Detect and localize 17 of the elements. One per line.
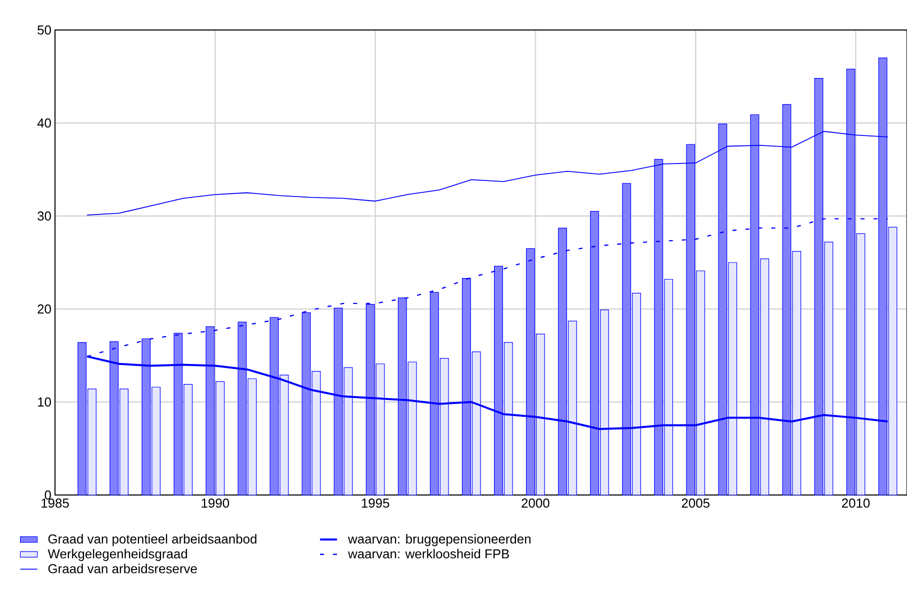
x-tick-label: 2010 [842,498,870,508]
x-tick-label: 1990 [202,498,230,508]
y-tick-label: 20 [38,304,51,314]
legend-label: waarvan: werkloosheid FPB [348,548,509,558]
y-tick-label: 40 [37,118,51,128]
x-tick-label: 1985 [42,498,69,508]
y-tick-label: 10 [38,397,51,407]
x-tick-label: 2005 [682,498,710,508]
x-tick-label: 2000 [522,498,550,508]
y-tick-label: 30 [38,211,51,221]
legend-label: Graad van arbeidsreserve [48,564,197,574]
legend-label: waarvan: bruggepensioneerden [348,534,530,546]
x-tick-label: 1995 [362,498,390,508]
y-tick-label: 50 [38,25,51,35]
y-tick-label: 0 [44,490,51,500]
legend-label: Graad van potentieel arbeidsaanbod [48,534,256,546]
legend-label: Werkgelegenheidsgraad [48,548,188,561]
